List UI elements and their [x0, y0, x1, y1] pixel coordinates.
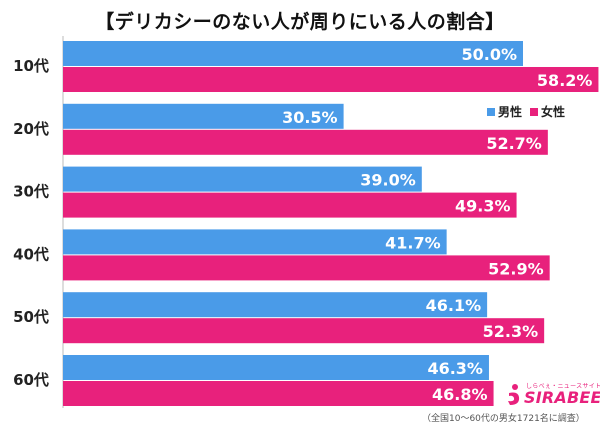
data-label-female: 49.3% [455, 197, 511, 216]
category-label: 50代 [13, 308, 49, 326]
logo-mark-icon [508, 384, 520, 405]
data-label-female: 52.7% [486, 134, 542, 153]
bar-male [63, 229, 447, 255]
data-label-male: 46.1% [426, 296, 482, 315]
legend-item-female: 女性 [530, 103, 565, 120]
category-label: 60代 [13, 371, 49, 389]
data-label-female: 52.9% [488, 259, 544, 278]
bar-male [63, 103, 344, 129]
data-label-female: 46.8% [432, 385, 488, 404]
bar-male [63, 41, 523, 66]
bar-female [63, 129, 548, 155]
bar-male [63, 355, 489, 380]
legend-label-male: 男性 [498, 105, 523, 119]
bar-male [63, 292, 488, 318]
data-label-male: 30.5% [282, 108, 338, 127]
footnote: （全国10〜60代の男女1721名に調査） [422, 414, 585, 424]
legend-item-male: 男性 [487, 103, 522, 120]
legend-swatch-female [530, 107, 539, 116]
logo-wordmark: SIRABEE [524, 388, 600, 407]
category-label: 20代 [13, 120, 49, 138]
bar-male [63, 166, 422, 192]
legend: 男性 女性 [487, 103, 565, 120]
data-label-male: 41.7% [385, 233, 441, 252]
bar-female [63, 381, 494, 406]
category-label: 10代 [13, 57, 49, 75]
logo-tagline: しらべぇ・ニュースサイトしらべぇ [526, 383, 600, 390]
category-label: 40代 [13, 245, 49, 263]
bar-female [63, 255, 550, 281]
data-label-female: 58.2% [537, 71, 593, 90]
bar-female [63, 318, 545, 344]
data-label-male: 39.0% [360, 171, 416, 190]
data-label-male: 50.0% [461, 45, 517, 64]
bar-female [63, 67, 599, 92]
category-label: 30代 [13, 183, 49, 201]
data-label-male: 46.3% [427, 359, 483, 378]
bar-female [63, 192, 517, 218]
chart-title: 【デリカシーのない人が周りにいる人の割合】 [95, 11, 505, 33]
data-label-female: 52.3% [483, 322, 539, 341]
legend-swatch-male [487, 107, 495, 116]
sirabee-logo: しらべぇ・ニュースサイトしらべぇ SIRABEE [506, 381, 600, 409]
legend-label-female: 女性 [541, 105, 566, 119]
